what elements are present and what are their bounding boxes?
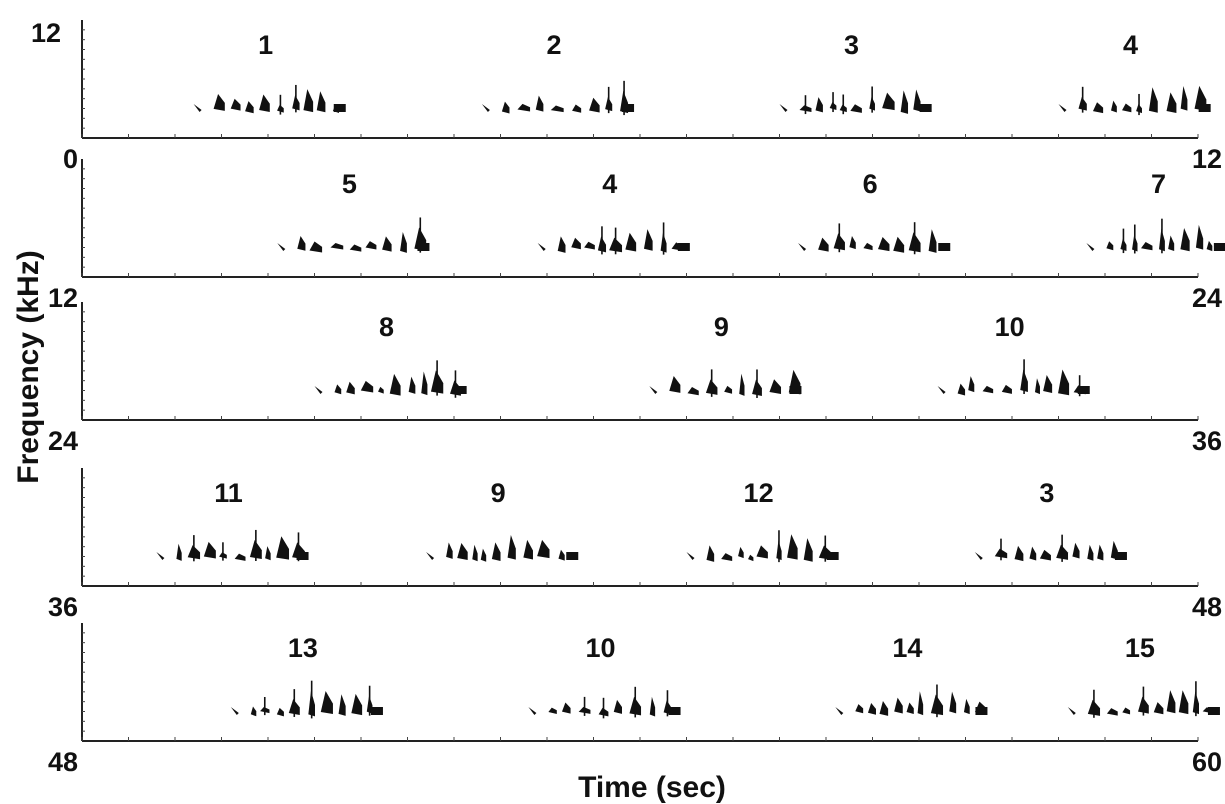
phrase-syllables [193, 84, 346, 115]
row-start-label: 24 [48, 426, 78, 456]
spectrogram-row: 12 24 5 4 6 7 [48, 159, 1225, 313]
phrase-syllables [1058, 85, 1211, 116]
phrase-syllables [314, 360, 467, 398]
row-start-label: 12 [48, 283, 78, 313]
row-start-label: 0 [63, 144, 78, 174]
phrase-label: 13 [288, 633, 318, 663]
row-end-label: 36 [1192, 426, 1222, 456]
spectrogram-row: 36 48 11 9 12 3 [48, 468, 1222, 622]
x-axis-title: Time (sec) [578, 771, 726, 804]
phrase-syllables [686, 530, 839, 563]
phrase-label: 4 [602, 169, 617, 199]
phrase-label: 10 [995, 312, 1025, 342]
phrase-label: 6 [863, 169, 878, 199]
phrase-label: 4 [1123, 30, 1138, 60]
y-axis-title: Frequency (kHz) [12, 250, 45, 483]
phrase-syllables [537, 222, 690, 255]
phrase-label: 12 [744, 478, 774, 508]
spectrogram-row: 24 36 8 9 10 [48, 302, 1222, 456]
phrase-label: 1 [258, 30, 273, 60]
phrase-label: 7 [1151, 169, 1166, 199]
phrase-label: 3 [844, 30, 859, 60]
phrase-label: 14 [892, 633, 922, 663]
phrase-label: 15 [1125, 633, 1155, 663]
phrase-label: 8 [379, 312, 394, 342]
row-start-label: 36 [48, 592, 78, 622]
phrase-label: 11 [214, 478, 243, 508]
phrase-label: 9 [491, 478, 506, 508]
phrase-label: 9 [714, 312, 729, 342]
phrase-syllables [835, 684, 988, 718]
phrase-syllables [156, 529, 309, 562]
phrase-label: 2 [546, 30, 561, 60]
phrase-syllables [1086, 218, 1225, 254]
phrase-syllables [779, 86, 932, 115]
phrase-label: 5 [342, 169, 357, 199]
phrase-syllables [426, 535, 579, 562]
y-top-label: 12 [31, 18, 61, 48]
phrase-syllables [1067, 681, 1220, 718]
row-end-label: 48 [1192, 592, 1222, 622]
row-end-label: 12 [1192, 144, 1222, 174]
phrase-label: 10 [585, 633, 615, 663]
phrase-syllables [277, 217, 430, 253]
phrase-syllables [974, 534, 1127, 562]
phrase-syllables [528, 686, 681, 719]
phrase-label: 3 [1039, 478, 1054, 508]
spectrogram-row: 48 60 13 10 14 15 [48, 623, 1222, 777]
row-end-label: 60 [1192, 747, 1222, 777]
phrase-syllables [230, 680, 383, 719]
row-start-label: 48 [48, 747, 78, 777]
spectrogram-row: 0 121 2 3 4 [63, 20, 1222, 174]
phrase-syllables [937, 359, 1090, 397]
phrase-syllables [481, 80, 635, 116]
phrase-syllables [649, 369, 802, 398]
phrase-syllables [798, 222, 951, 255]
row-end-label: 24 [1192, 283, 1222, 313]
